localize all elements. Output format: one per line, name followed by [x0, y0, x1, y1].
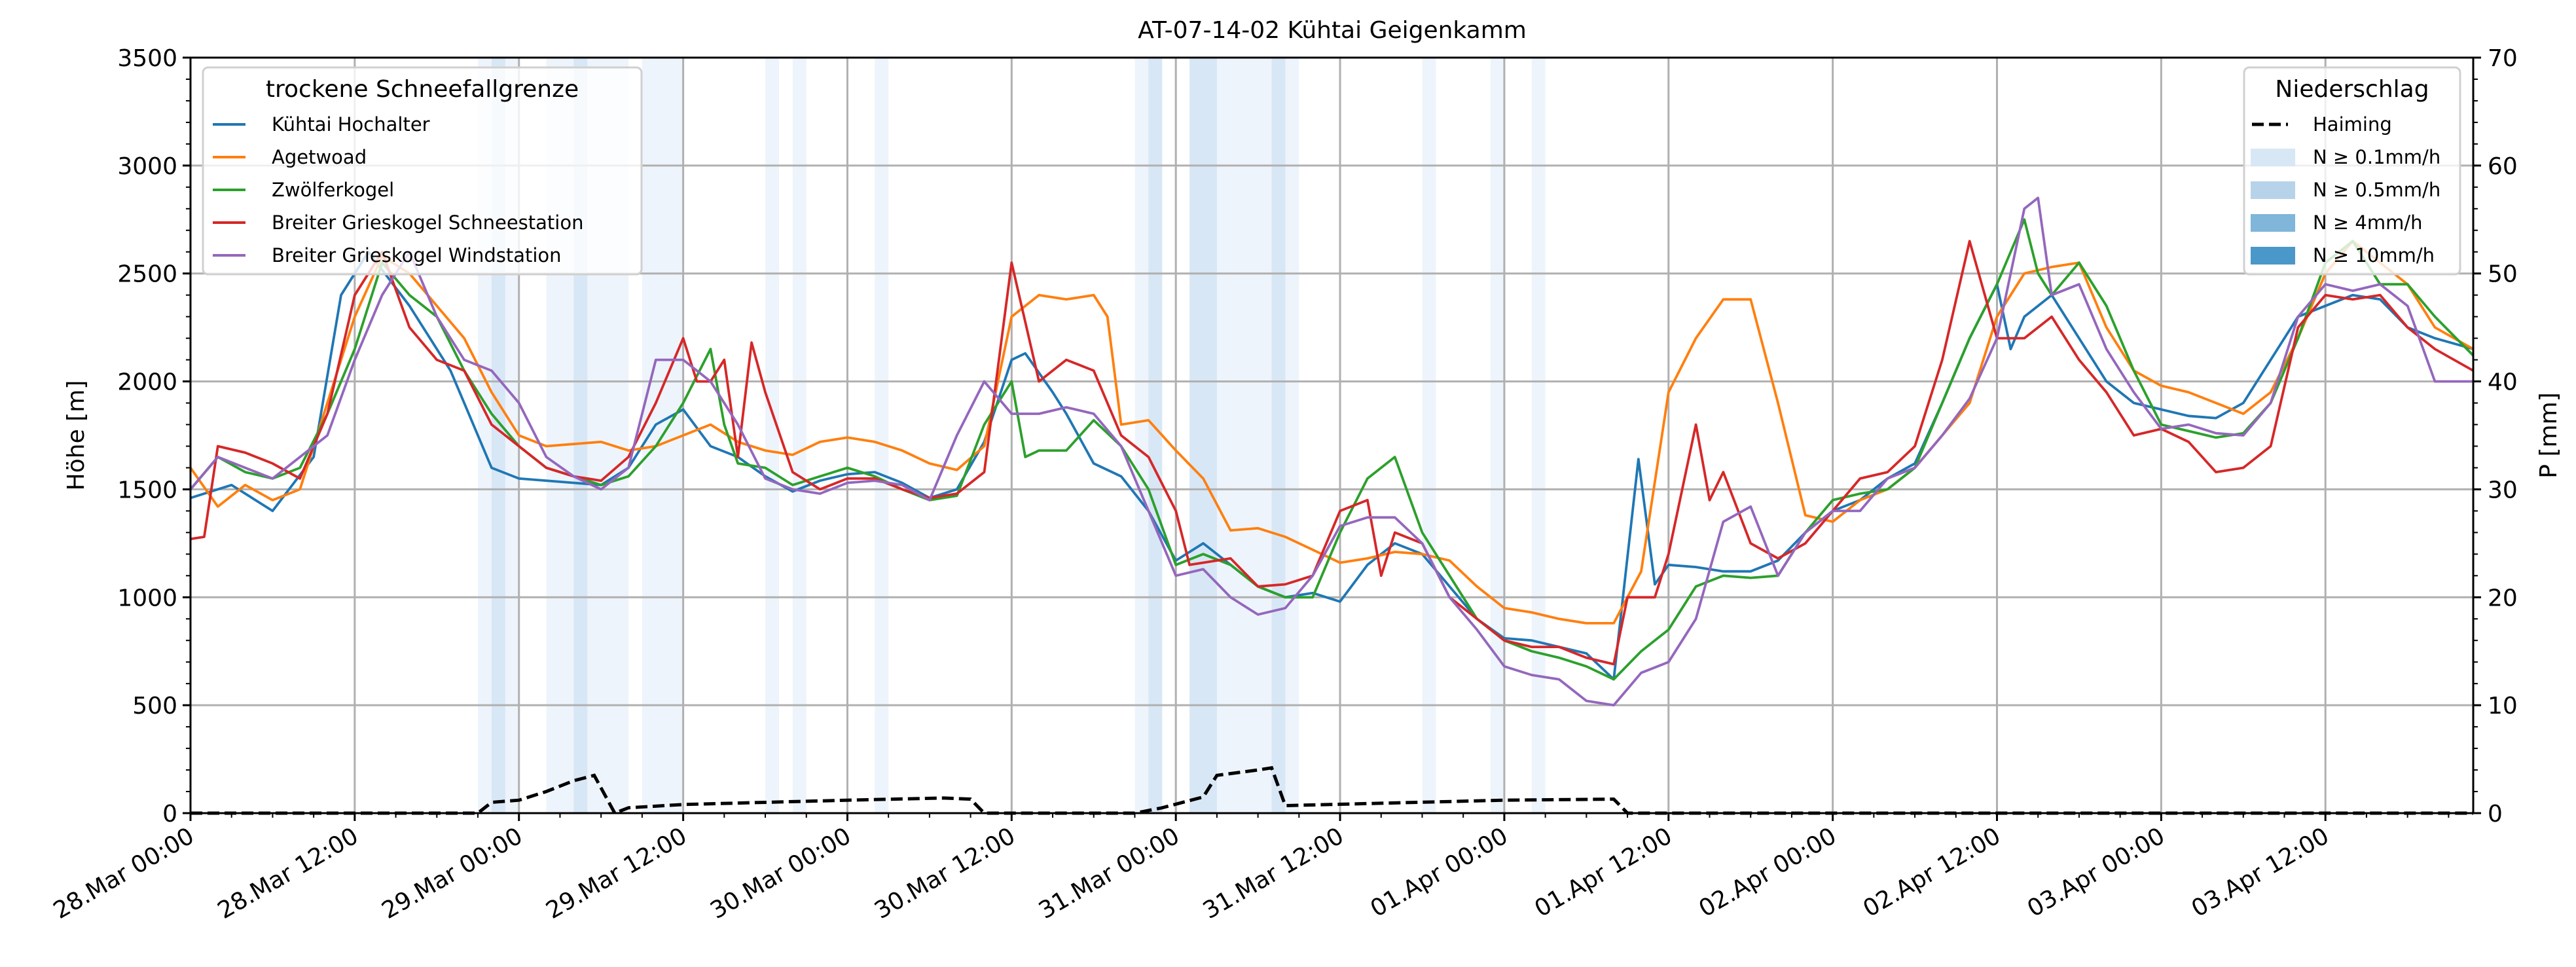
y-right-tick-label: 50 [2488, 261, 2518, 288]
legend-label: Haiming [2313, 113, 2392, 136]
x-tick-label: 29.Mar 12:00 [541, 822, 691, 924]
x-tick-label: 28.Mar 00:00 [49, 822, 199, 924]
y-right-tick-label: 0 [2488, 801, 2503, 828]
precip-bands [478, 58, 1546, 813]
x-tick-label: 01.Apr 12:00 [1530, 822, 1677, 922]
legend-box [202, 66, 643, 276]
legend-label: N ≥ 0.1mm/h [2313, 146, 2440, 168]
precip-band [1422, 58, 1436, 813]
legend-label: Breiter Grieskogel Schneestation [272, 211, 583, 234]
legend-title: Niederschlag [2275, 76, 2429, 103]
chart-title: AT-07-14-02 Kühtai Geigenkamm [1138, 17, 1527, 44]
series-line-4 [189, 196, 2473, 706]
x-tick-label: 30.Mar 12:00 [870, 822, 1020, 924]
precip-band [765, 58, 779, 813]
y-tick-label: 1500 [117, 477, 177, 503]
x-tick-label: 02.Apr 12:00 [1859, 822, 2005, 922]
legend-label: N ≥ 10mm/h [2313, 244, 2435, 266]
x-tick-label: 29.Mar 00:00 [378, 822, 528, 924]
precip-band [1271, 58, 1286, 813]
x-tick-label: 01.Apr 00:00 [1366, 822, 1513, 922]
y-right-tick-label: 10 [2488, 693, 2518, 720]
series-line-3 [190, 240, 2474, 666]
series-lines [189, 196, 2475, 816]
y-tick-label: 1000 [117, 585, 177, 611]
x-tick-label: 30.Mar 00:00 [706, 822, 856, 924]
legend-label: Kühtai Hochalter [272, 113, 430, 136]
y-tick-label: 2500 [117, 261, 177, 288]
series-line-2 [189, 218, 2475, 681]
series-line-0 [190, 250, 2474, 681]
y-right-tick-label: 40 [2488, 369, 2518, 396]
legend-swatch [2251, 247, 2295, 265]
legend-box [2243, 66, 2461, 276]
y-axis-label: Höhe [m] [63, 380, 90, 491]
legend-label: N ≥ 4mm/h [2313, 211, 2423, 234]
y-tick-label: 0 [162, 801, 177, 828]
y-tick-label: 500 [132, 693, 177, 720]
precip-line-haiming [190, 766, 2473, 816]
x-tick-label: 31.Mar 00:00 [1034, 822, 1184, 924]
precip-band [875, 58, 889, 813]
precip-band [1491, 58, 1504, 813]
legend-title: trockene Schneefallgrenze [266, 76, 579, 103]
x-tick-label: 28.Mar 12:00 [213, 822, 363, 924]
y-right-tick-label: 60 [2488, 153, 2518, 180]
legend-swatch [2251, 181, 2295, 199]
legend-label: N ≥ 0.5mm/h [2313, 179, 2440, 201]
y-tick-label: 2000 [117, 369, 177, 396]
y-tick-label: 3500 [117, 45, 177, 72]
legend-label: Breiter Grieskogel Windstation [272, 244, 562, 266]
y-right-tick-label: 20 [2488, 585, 2518, 611]
y-tick-label: 3000 [117, 153, 177, 180]
precip-band [1189, 58, 1217, 813]
y-right-tick-label: 70 [2488, 45, 2518, 72]
x-tick-label: 02.Apr 00:00 [1694, 822, 1841, 922]
legend-right: Niederschlag Haiming N ≥ 0.1mm/h N ≥ 0.5mm/… [2243, 66, 2461, 276]
precip-band [792, 58, 807, 813]
legend-swatch [2251, 149, 2295, 166]
x-tick-label: 03.Apr 12:00 [2187, 822, 2334, 922]
legend-label: Agetwoad [272, 146, 367, 168]
x-tick-label: 31.Mar 12:00 [1199, 822, 1349, 924]
legend-label: Zwölferkogel [272, 179, 394, 201]
x-tick-label: 03.Apr 00:00 [2023, 822, 2169, 922]
legend-left: trockene Schneefallgrenze Kühtai Hochalte… [202, 66, 643, 276]
plot-frame [189, 56, 2475, 814]
y-right-tick-label: 30 [2488, 477, 2518, 503]
precip-band [1531, 58, 1546, 813]
precip-band [1148, 58, 1163, 813]
legend-swatch [2251, 214, 2295, 232]
y-axis-right-label: P [mm] [2535, 392, 2562, 478]
